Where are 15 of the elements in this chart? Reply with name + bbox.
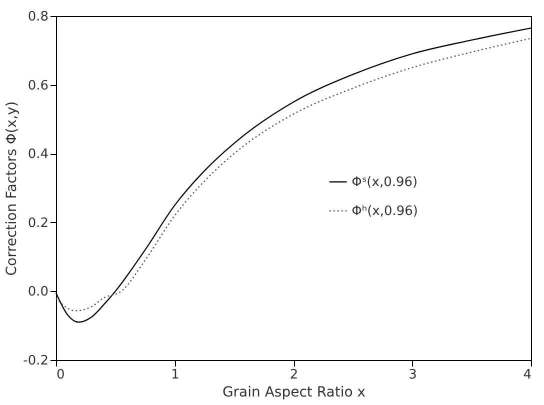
x-tick-label: 3	[408, 368, 417, 382]
y-tick-label: 0.4	[28, 147, 48, 162]
x-tick-label: 4	[523, 368, 532, 382]
y-tick-label: 0.2	[28, 216, 48, 231]
y-tick-label: -0.2	[23, 354, 48, 368]
legend-label: Φˢ(x,0.96)	[352, 174, 418, 190]
y-axis-title: Correction Factors Φ(x,y)	[4, 101, 20, 276]
x-tick-label: 1	[171, 368, 180, 382]
legend-label: Φʰ(x,0.96)	[352, 204, 418, 219]
y-tick-label: 0.8	[28, 10, 48, 24]
x-tick-label: 0	[56, 368, 65, 382]
y-tick-label: 0.6	[28, 78, 48, 94]
x-tick-label: 2	[290, 368, 298, 382]
y-tick-label: 0.0	[28, 284, 48, 300]
x-axis-title: Grain Aspect Ratio x	[222, 384, 366, 400]
